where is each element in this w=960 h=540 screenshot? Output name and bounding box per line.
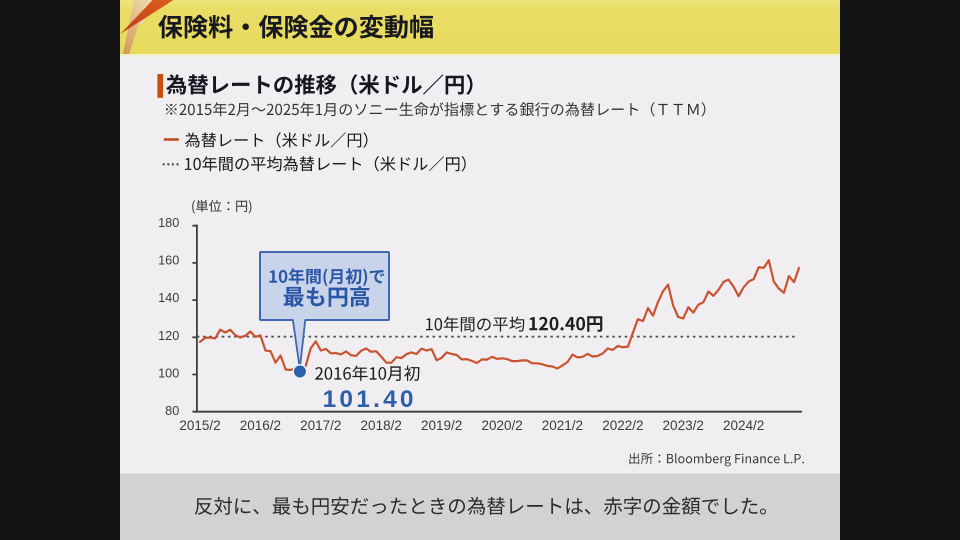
svg-text:160: 160 (158, 254, 179, 268)
svg-text:2017/2: 2017/2 (300, 418, 341, 433)
svg-text:2015/2: 2015/2 (179, 418, 220, 433)
svg-text:2021/2: 2021/2 (542, 418, 583, 433)
svg-text:140: 140 (158, 291, 179, 305)
svg-text:2019/2: 2019/2 (421, 418, 462, 433)
svg-text:2024/2: 2024/2 (723, 418, 764, 433)
svg-text:100: 100 (158, 367, 179, 381)
svg-text:2020/2: 2020/2 (481, 418, 522, 433)
svg-text:2023/2: 2023/2 (663, 418, 704, 433)
svg-text:101.40: 101.40 (323, 386, 417, 413)
svg-text:2022/2: 2022/2 (602, 418, 643, 433)
svg-text:2018/2: 2018/2 (361, 418, 402, 433)
svg-text:80: 80 (165, 404, 179, 418)
svg-text:2016/2: 2016/2 (240, 418, 281, 433)
svg-text:180: 180 (158, 216, 179, 230)
svg-text:120: 120 (158, 329, 179, 343)
